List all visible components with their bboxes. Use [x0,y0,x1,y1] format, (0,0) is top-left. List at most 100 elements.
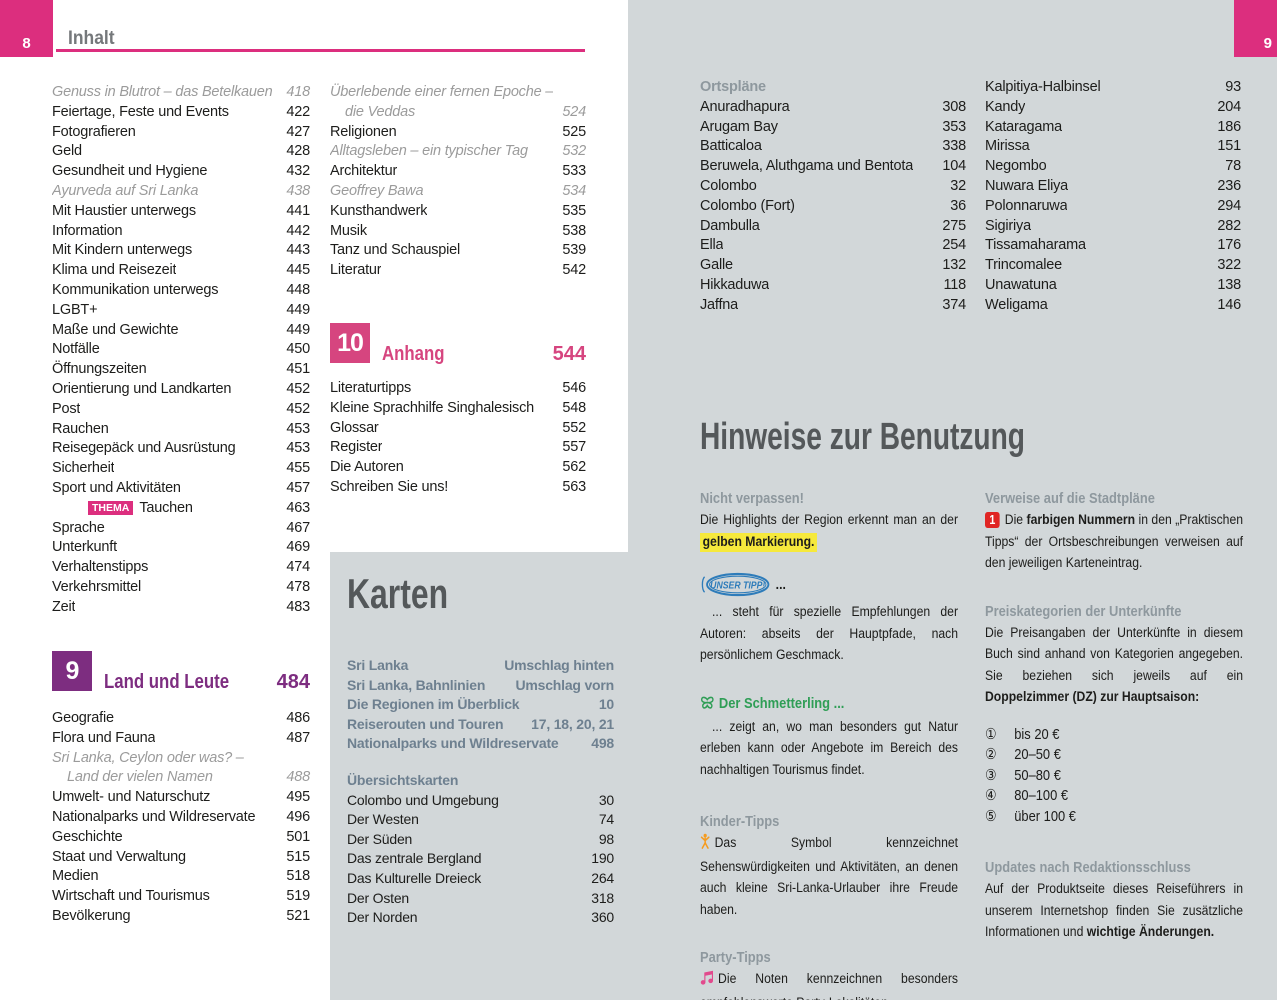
toc-entry: Reisegepäck und Ausrüstung 453 [52,439,310,459]
toc-entry-page: 562 [562,459,586,476]
karten-map-entry: Die Regionen im Überblick 10 [347,695,614,715]
ortsplaene-page: 36 [950,197,966,214]
ortsplaene-entry: Arugam Bay 353 [700,118,966,138]
toc-entry-page: 519 [286,888,310,905]
ortsplaene-page: 93 [1225,79,1241,95]
toc-entry: THEMA Tauchen 463 [52,499,310,519]
ortsplaene-label: Beruwela, Aluthgama und Bentota [700,158,914,175]
tip-kinder: Kinder-Tipps Das Symbol kennzeichnet Seh… [700,811,958,921]
toc-entry: Umwelt- und Naturschutz 495 [52,788,310,808]
toc-entry-page: 483 [286,598,310,615]
ortsplaene-label: Negombo [985,158,1047,175]
toc-entry-page: 478 [286,578,310,595]
ortsplaene-page: 132 [942,257,966,274]
price-category-row: ② 20–50 € [985,745,1243,766]
karten-subheading: Übersichtskarten [347,771,459,788]
unser-tipp-badge-text: UNSER TIPP! [710,580,765,592]
toc-entry: Musik 538 [330,222,586,242]
toc-entry-label: Literatur [330,262,382,279]
tip-body: ... steht für spezielle Empfehlungen der… [700,604,959,663]
toc-entry: Geoffrey Bawa 534 [330,182,586,202]
toc-entry-label: Alltagsleben – ein typischer Tag [330,143,528,160]
ortsplaene-label: Colombo [700,177,757,194]
tip-body: Die Highlights der Region erkennt man an… [700,512,959,552]
toc-entry-label: Geografie [52,710,114,726]
toc-entry-page: 455 [286,460,310,477]
toc-column-2: Überlebende einer fernen Epoche – die Ve… [330,83,586,281]
ortsplaene-page: 186 [1217,118,1241,135]
page-number-right: 9 [1263,35,1272,52]
karten-overview-entry: Das Kulturelle Dreieck 264 [347,869,614,889]
toc-entry-page: 488 [286,769,310,786]
toc-entry: Maße und Gewichte 449 [52,321,310,341]
toc-entry-label: Flora und Fauna [52,729,156,746]
toc-entry-page: 457 [286,479,310,496]
karten-overview-entry: Der Norden 360 [347,908,614,928]
karten-overview-entry: Das zentrale Bergland 190 [347,849,614,869]
karten-overview-label: Das Kulturelle Dreieck [347,869,482,886]
unser-tipp-badge-icon: UNSER TIPP! [701,572,770,597]
ortsplaene-label: Kandy [985,98,1026,115]
toc-entry-page: 552 [562,419,586,436]
toc-entry: Verkehrsmittel 478 [52,578,310,598]
toc-entry-label: Klima und Reisezeit [52,262,177,279]
price-category-value: bis 20 € [1014,725,1060,743]
price-category-value: über 100 € [1014,807,1076,825]
ortsplaene-page: 275 [942,217,966,234]
ortsplaene-entry: Anuradhapura 308 [700,98,966,118]
thema-badge: THEMA [88,500,134,515]
toc-entry-page: 442 [286,222,310,239]
tip-heading: Nicht verpassen! [700,490,804,507]
ortsplaene-entry: Trincomalee 322 [985,256,1241,276]
toc-entry-label: Reisegepäck und Ausrüstung [52,440,236,457]
toc-entry: Rauchen 453 [52,420,310,440]
price-category-number: ④ [985,787,997,805]
ortsplaene-entry: Galle 132 [700,256,966,276]
toc-entry-page: 452 [286,400,310,417]
karten-overview-page: 30 [598,791,614,808]
karten-overview-label: Der Süden [347,830,413,847]
karten-map-entry: Sri Lanka Umschlag hinten [347,656,614,676]
toc-entry: Bevölkerung 521 [52,907,310,927]
ortsplaene-entry: Colombo (Fort) 36 [700,197,966,217]
toc-entry: Glossar 552 [330,419,586,439]
toc-entry-page: 418 [286,84,310,100]
ortsplaene-label: Colombo (Fort) [700,197,795,214]
ortsplaene-label: Hikkaduwa [700,276,770,293]
toc-entry-label: Religionen [330,123,397,140]
ortsplaene-entry: Negombo 78 [985,157,1241,177]
ortsplaene-page: 204 [1217,98,1241,115]
toc-entry: Zeit 483 [52,598,310,618]
toc-entry-page: 428 [286,143,310,160]
tip-verweise: Verweise auf die Stadtpläne 1 Die farbige… [985,488,1243,575]
karten-map-page: 498 [591,735,614,752]
toc-entry-label: Die Autoren [330,459,404,476]
map-ref-badge: 1 [985,512,1000,528]
toc-entry-label: Verkehrsmittel [52,578,142,595]
toc-entry: Staat und Verwaltung 515 [52,848,310,868]
karten-map-label: Reiserouten und Touren [347,715,504,732]
ortsplaene-label: Dambulla [700,217,760,234]
toc-entry-label: Architektur [330,163,398,180]
page-number-badge-left: 8 [0,0,53,57]
toc-entry-label: Notfälle [52,341,100,358]
butterfly-icon [700,695,715,716]
toc-entry-page: 539 [562,242,586,259]
toc-entry: Klima und Reisezeit 445 [52,261,310,281]
ortsplaene-entry: Mirissa 151 [985,137,1241,157]
section-9-list: Geografie 486 Flora und Fauna 487 Sri La… [52,709,310,927]
ortsplaene-label: Trincomalee [985,257,1063,274]
ortsplaene-page: 236 [1217,177,1241,194]
toc-entry: die Veddas 524 [330,103,586,123]
ortsplaene-entry: Dambulla 275 [700,217,966,237]
toc-entry-page: 542 [562,262,586,279]
ortsplaene-entry: Unawatuna 138 [985,276,1241,296]
tip-heading: Party-Tipps [700,949,771,966]
toc-entry: Sri Lanka, Ceylon oder was? – [52,749,310,769]
karten-map-label: Nationalparks und Wildreservate [347,735,559,752]
ortsplaene-page: 322 [1217,257,1241,274]
toc-entry-page: 486 [286,710,310,726]
ortsplaene-page: 308 [942,98,966,115]
tip-body: ... zeigt an, wo man besonders gut Natur… [700,718,959,778]
toc-entry-label: Nationalparks und Wildreservate [52,808,256,825]
